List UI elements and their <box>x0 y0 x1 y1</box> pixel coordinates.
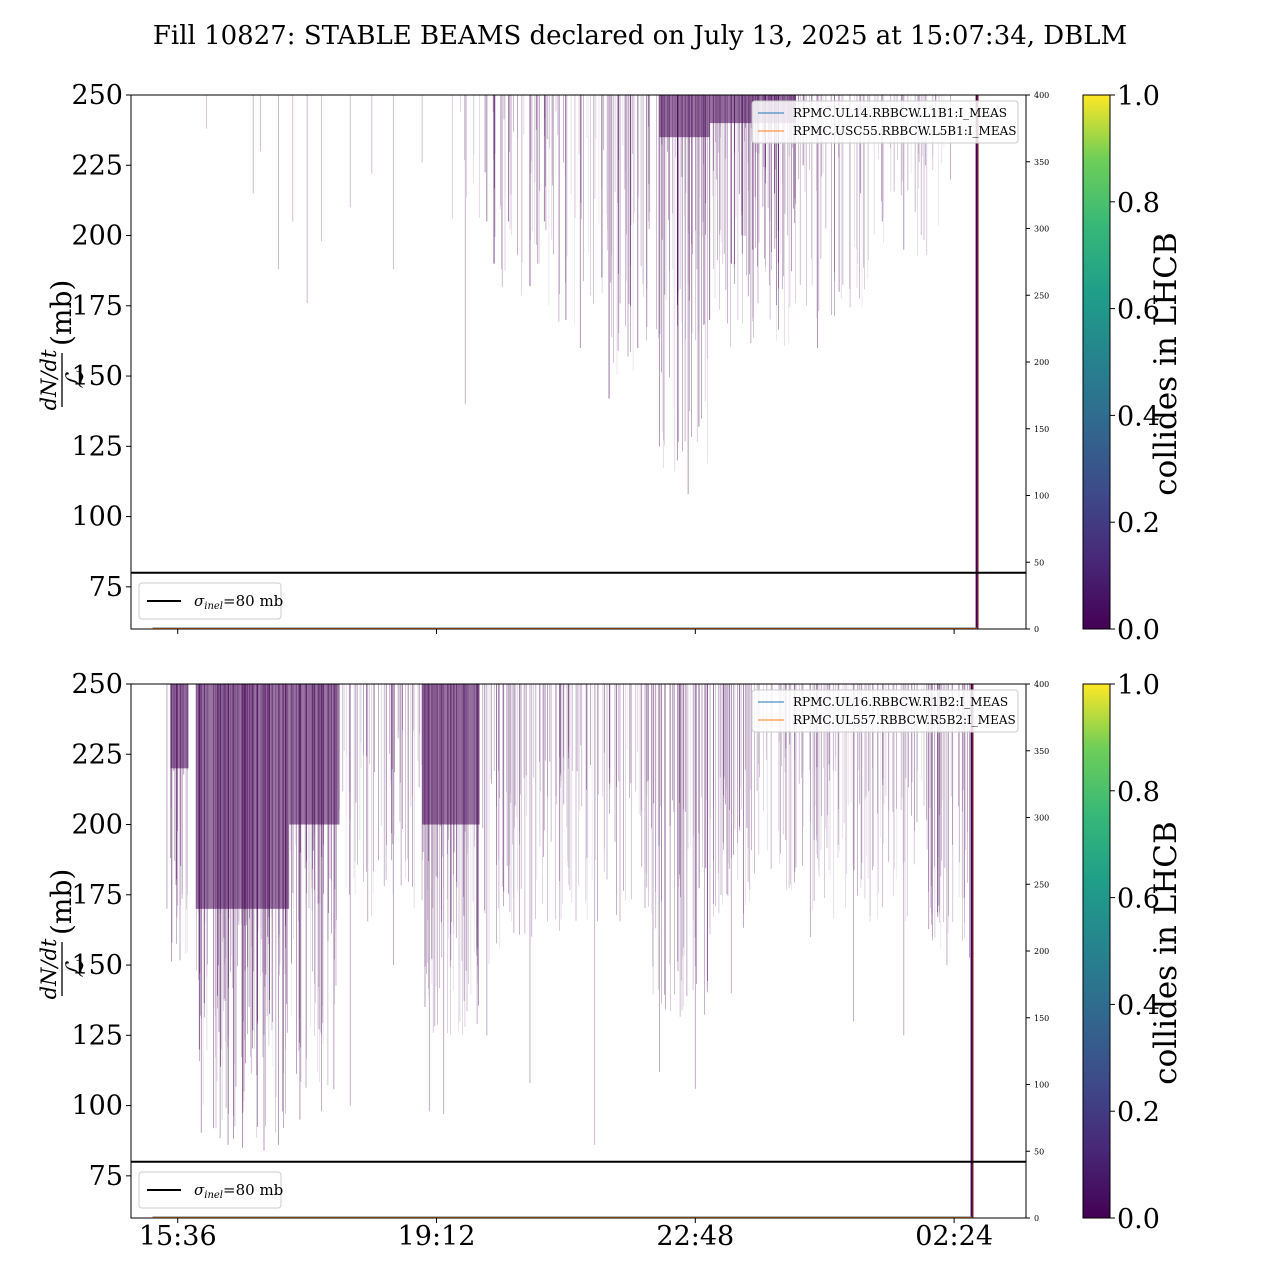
legend-label-0: RPMC.UL14.RBBCW.L1B1:I_MEAS <box>793 106 1007 120</box>
x-tick-label: 15:36 <box>139 1221 217 1252</box>
colorbar-tick-label: 0.4 <box>1117 990 1160 1021</box>
y-tick-label: 100 <box>71 1091 123 1122</box>
spike-band-2 <box>289 684 340 1090</box>
y-axis-label: dN/dt ℒ (mb) <box>37 280 89 411</box>
y2-tick-label: 200 <box>1034 358 1049 367</box>
y-tick-label: 200 <box>71 221 123 252</box>
colorbar-tick-label: 0.2 <box>1117 1097 1160 1128</box>
legend-label-1: RPMC.UL557.RBBCW.R5B2:I_MEAS <box>793 713 1016 727</box>
y-tick-label: 125 <box>71 431 123 462</box>
colorbar <box>1082 94 1111 630</box>
colorbar-tick-label: 0.0 <box>1117 615 1160 646</box>
y-tick-label: 75 <box>89 572 123 603</box>
colorbar-tick-label: 0.8 <box>1117 188 1160 219</box>
colorbar-tick-label: 1.0 <box>1117 81 1160 112</box>
y-tick-label: 225 <box>71 150 123 181</box>
spike-band-1 <box>492 95 559 306</box>
legend-sigma-label: σinel=80 mb <box>194 592 283 612</box>
spike-band-6 <box>482 684 565 965</box>
x-tick-label: 02:24 <box>915 1221 993 1252</box>
y-axis-label-unit: (mb) <box>45 869 78 935</box>
colorbar-label: collides in LHCB <box>1148 232 1184 496</box>
colorbar-tick-label: 0.6 <box>1117 295 1160 326</box>
y2-tick-label: 400 <box>1034 680 1049 689</box>
spike-band-5 <box>422 684 480 1035</box>
y2-tick-label: 100 <box>1034 492 1049 501</box>
colorbar <box>1082 683 1111 1219</box>
figure-title: Fill 10827: STABLE BEAMS declared on Jul… <box>153 21 1127 51</box>
y-tick-label: 200 <box>71 810 123 841</box>
colorbar-tick-label: 0.0 <box>1117 1204 1160 1235</box>
legend-sigma <box>138 582 282 620</box>
y2-tick-label: 0 <box>1034 1214 1039 1223</box>
y-axis-label-denominator: ℒ <box>61 371 89 389</box>
y2-tick-label: 50 <box>1034 558 1044 567</box>
y2-tick-label: 100 <box>1034 1081 1049 1090</box>
y-tick-label: 75 <box>89 1161 123 1192</box>
spike-band-3 <box>339 684 379 923</box>
y-axis-label-denominator: ℒ <box>61 960 89 978</box>
spike-band-4 <box>381 684 423 908</box>
y-tick-label: 225 <box>71 739 123 770</box>
dense-core <box>659 95 710 138</box>
y2-tick-label: 150 <box>1034 1014 1049 1023</box>
data-layer <box>152 95 979 629</box>
legend-currents <box>751 100 1019 144</box>
dense-core <box>170 684 189 769</box>
spike-band-9 <box>709 684 752 935</box>
y2-tick-label: 350 <box>1034 747 1049 756</box>
y-axis-label-numerator: dN/dt <box>37 938 61 999</box>
dump-marker <box>970 684 974 1218</box>
colorbar-label: collides in LHCB <box>1148 821 1184 1085</box>
colorbar-tick-label: 0.4 <box>1117 401 1160 432</box>
legend-label-0: RPMC.UL16.RBBCW.R1B2:I_MEAS <box>793 695 1008 709</box>
y2-tick-label: 250 <box>1034 291 1049 300</box>
spike-band-0 <box>452 95 486 219</box>
y-tick-label: 100 <box>71 502 123 533</box>
axes-frame <box>130 94 1027 630</box>
y2-tick-label: 50 <box>1034 1147 1044 1156</box>
y2-tick-label: 250 <box>1034 880 1049 889</box>
y-axis-label-numerator: dN/dt <box>37 349 61 410</box>
spike-band-0 <box>170 684 189 962</box>
y-tick-label: 250 <box>71 669 123 700</box>
colorbar-tick-label: 1.0 <box>1117 670 1160 701</box>
x-tick-label: 19:12 <box>398 1221 476 1252</box>
legend-currents <box>751 689 1019 733</box>
y2-tick-label: 400 <box>1034 91 1049 100</box>
y-tick-label: 125 <box>71 1020 123 1051</box>
y2-tick-label: 0 <box>1034 625 1039 634</box>
y-tick-label: 150 <box>71 361 123 392</box>
dense-core <box>422 684 480 825</box>
colorbar-tick-label: 0.6 <box>1117 884 1160 915</box>
x-tick-label: 22:48 <box>656 1221 734 1252</box>
colorbar-tick-label: 0.8 <box>1117 777 1160 808</box>
dense-core <box>289 684 340 825</box>
y-axis-label: dN/dt ℒ (mb) <box>37 869 89 1000</box>
y2-tick-label: 300 <box>1034 814 1049 823</box>
legend-sigma <box>138 1171 282 1209</box>
y-tick-label: 175 <box>71 880 123 911</box>
y-tick-label: 175 <box>71 291 123 322</box>
y2-tick-label: 200 <box>1034 947 1049 956</box>
panel-top: 75 100 125 150 175 200 225 250 0 50 100 150 200 250 30… <box>37 80 1184 646</box>
colorbar-tick-label: 0.2 <box>1117 508 1160 539</box>
spike-band-7 <box>566 684 652 922</box>
legend-label-1: RPMC.USC55.RBBCW.L5B1:I_MEAS <box>793 124 1016 138</box>
legend-sigma-label: σinel=80 mb <box>194 1181 283 1201</box>
spike-band-2 <box>558 95 603 325</box>
y-axis-label-unit: (mb) <box>45 280 78 346</box>
panel-bottom: 75 100 125 150 175 200 225 250 0 50 100 150 200 250 30… <box>37 669 1184 1252</box>
y-tick-label: 250 <box>71 80 123 111</box>
data-layer <box>152 684 974 1218</box>
y-tick-label: 150 <box>71 950 123 981</box>
spike-band-8 <box>652 684 709 1017</box>
y2-tick-label: 150 <box>1034 425 1049 434</box>
dump-marker <box>975 95 979 629</box>
y2-tick-label: 300 <box>1034 225 1049 234</box>
y2-tick-label: 350 <box>1034 158 1049 167</box>
spike-band-4 <box>659 95 710 472</box>
